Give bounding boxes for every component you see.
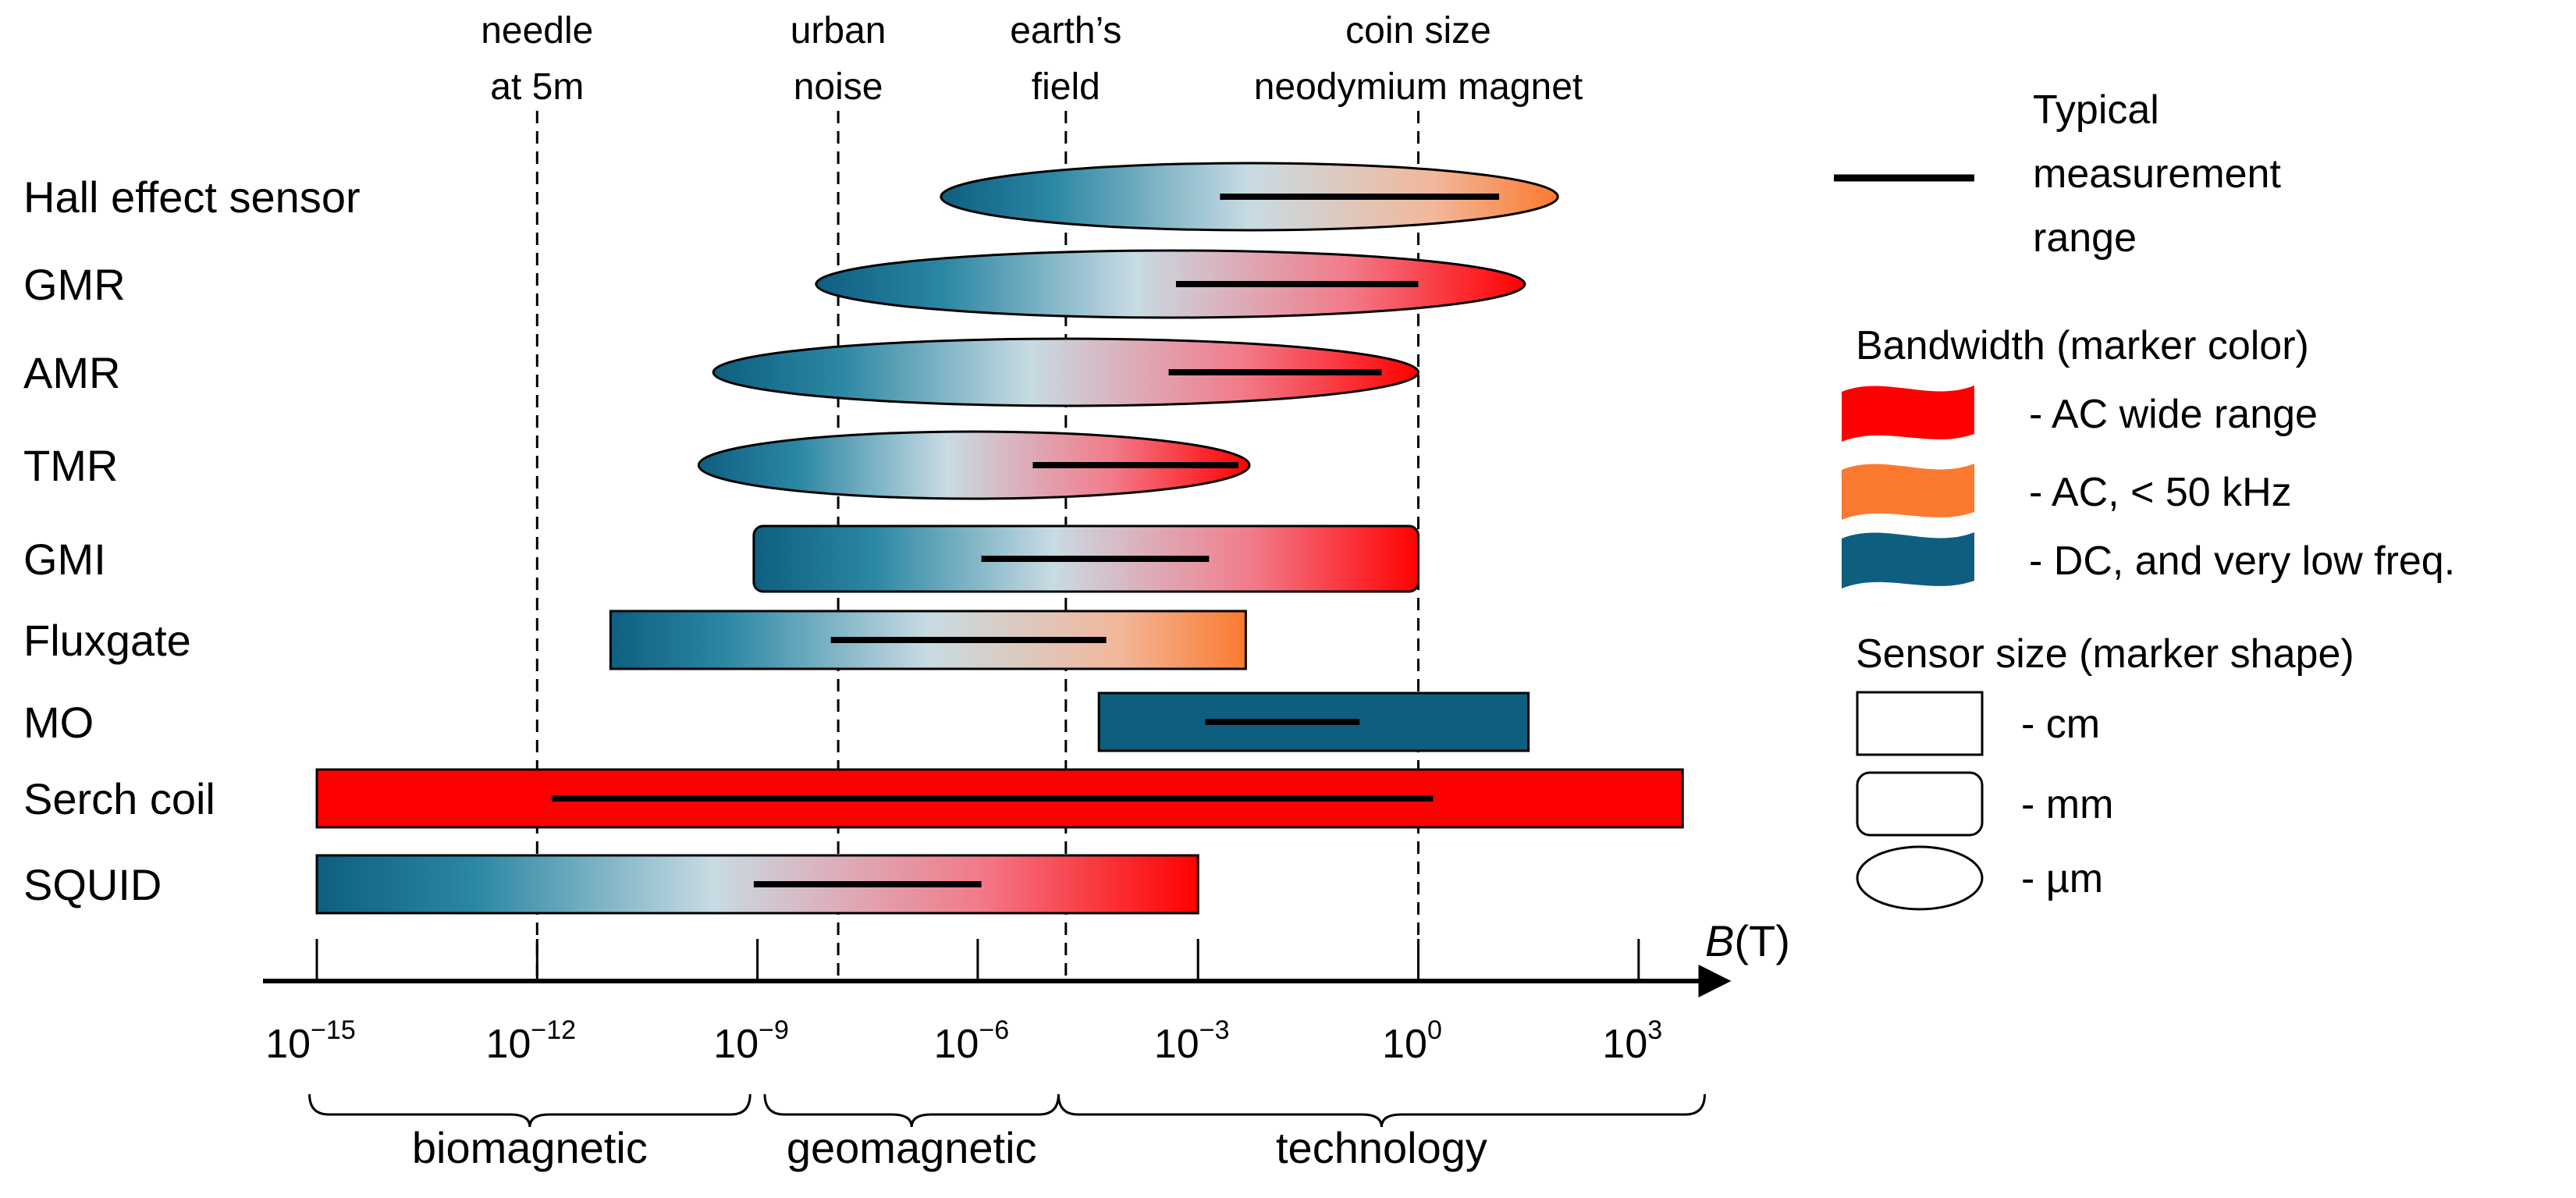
reference-label: noise bbox=[794, 66, 883, 108]
region-braces: biomagnetic geomagnetic technology bbox=[308, 1093, 1706, 1172]
legend-typical-text-3: range bbox=[2033, 215, 2137, 261]
legend-size-title: Sensor size (marker shape) bbox=[1856, 631, 2354, 677]
sensor-marker-tmr bbox=[697, 430, 1251, 500]
sensor-label-tmr: TMR bbox=[23, 441, 118, 490]
tick-label: 10−15 bbox=[265, 1015, 356, 1067]
legend-shape-swatch bbox=[1856, 845, 1984, 911]
legend: Typical measurement range Bandwidth (mar… bbox=[1834, 87, 2455, 911]
x-axis-ticks: 10−15 10−12 10−9 10−6 10−3 100 103 bbox=[265, 939, 1662, 1067]
legend-bandwidth-label: - DC, and very low freq. bbox=[2029, 539, 2455, 584]
reference-label: field bbox=[1032, 66, 1100, 108]
sensor-labels: Hall effect sensor GMR AMR TMR GMI Fluxgate MO… bbox=[23, 172, 361, 909]
region-label: technology bbox=[1276, 1123, 1487, 1172]
sensor-label-squid: SQUID bbox=[23, 860, 162, 909]
reference-label: needle bbox=[481, 10, 593, 52]
region-brace bbox=[1057, 1093, 1706, 1128]
tick-label: 10−12 bbox=[486, 1015, 577, 1067]
legend-bandwidth-label: - AC wide range bbox=[2029, 392, 2318, 437]
legend-shape-swatch bbox=[1856, 691, 1984, 756]
legend-bandwidth-label: - AC, < 50 kHz bbox=[2029, 470, 2292, 515]
legend-typical-text-2: measurement bbox=[2033, 151, 2281, 197]
sensor-marker-amr bbox=[712, 337, 1419, 407]
sensor-label-gmi: GMI bbox=[23, 535, 106, 584]
reference-label: coin size bbox=[1345, 10, 1491, 52]
reference-label: urban bbox=[791, 10, 886, 52]
x-axis: B(T) bbox=[263, 916, 1790, 997]
sensor-label-serch-coil: Serch coil bbox=[23, 774, 215, 823]
legend-shape-swatch bbox=[1856, 771, 1984, 837]
region-label: geomagnetic bbox=[787, 1123, 1037, 1172]
sensor-label-hall-effect-sensor: Hall effect sensor bbox=[23, 172, 361, 222]
x-axis-label: B(T) bbox=[1705, 916, 1790, 965]
reference-label: neodymium magnet bbox=[1254, 66, 1583, 108]
reference-label: earth’s bbox=[1010, 10, 1121, 52]
sensor-marker-gmr bbox=[815, 249, 1526, 319]
sensor-markers bbox=[315, 162, 1684, 915]
legend-size-label: - cm bbox=[2021, 702, 2100, 747]
tick-label: 100 bbox=[1382, 1015, 1442, 1067]
sensor-label-mo: MO bbox=[23, 698, 94, 747]
tick-label: 103 bbox=[1602, 1015, 1662, 1067]
legend-bandwidth-title: Bandwidth (marker color) bbox=[1856, 323, 2309, 368]
legend-color-swatch bbox=[1842, 464, 1974, 520]
tick-label: 10−9 bbox=[713, 1015, 789, 1067]
region-brace bbox=[308, 1093, 751, 1128]
legend-color-swatch bbox=[1842, 386, 1974, 442]
legend-bandwidth-items: - AC wide range - AC, < 50 kHz - DC, and v… bbox=[1842, 386, 2455, 588]
tick-label: 10−3 bbox=[1154, 1015, 1230, 1067]
legend-typical-text-1: Typical bbox=[2033, 87, 2159, 133]
legend-size-label: - µm bbox=[2021, 856, 2103, 901]
tick-label: 10−6 bbox=[934, 1015, 1010, 1067]
region-label: biomagnetic bbox=[412, 1123, 648, 1172]
legend-size-items: - cm - mm - µm bbox=[1856, 691, 2113, 911]
legend-size-label: - mm bbox=[2021, 782, 2113, 827]
legend-color-swatch bbox=[1842, 532, 1974, 588]
sensor-label-fluxgate: Fluxgate bbox=[23, 616, 191, 665]
region-brace bbox=[763, 1093, 1060, 1128]
reference-label: at 5m bbox=[490, 66, 584, 108]
sensor-label-amr: AMR bbox=[23, 348, 120, 397]
sensor-label-gmr: GMR bbox=[23, 260, 126, 309]
